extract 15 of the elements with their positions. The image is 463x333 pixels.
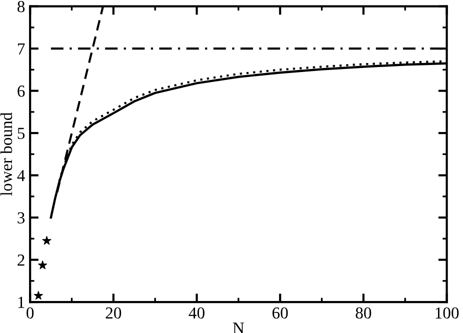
x-tick-label: 80: [356, 307, 372, 319]
y-tick-label: 1: [18, 296, 24, 308]
x-tick-label: 100: [436, 307, 459, 319]
x-tick-label: 60: [272, 307, 288, 319]
y-tick-label: 2: [18, 254, 24, 266]
y-tick-label: 8: [18, 1, 25, 12]
x-tick-label: 0: [26, 307, 34, 319]
x-tick-label: 40: [188, 307, 204, 319]
y-tick-label: 7: [18, 43, 25, 54]
y-tick-label: 5: [18, 128, 25, 140]
y-tick-label: 6: [18, 86, 25, 97]
y-tick-label: 4: [17, 170, 25, 182]
x-tick-label: 20: [106, 307, 122, 319]
y-tick-label: 3: [18, 212, 25, 224]
y-axis-title: lower bound: [0, 112, 12, 196]
